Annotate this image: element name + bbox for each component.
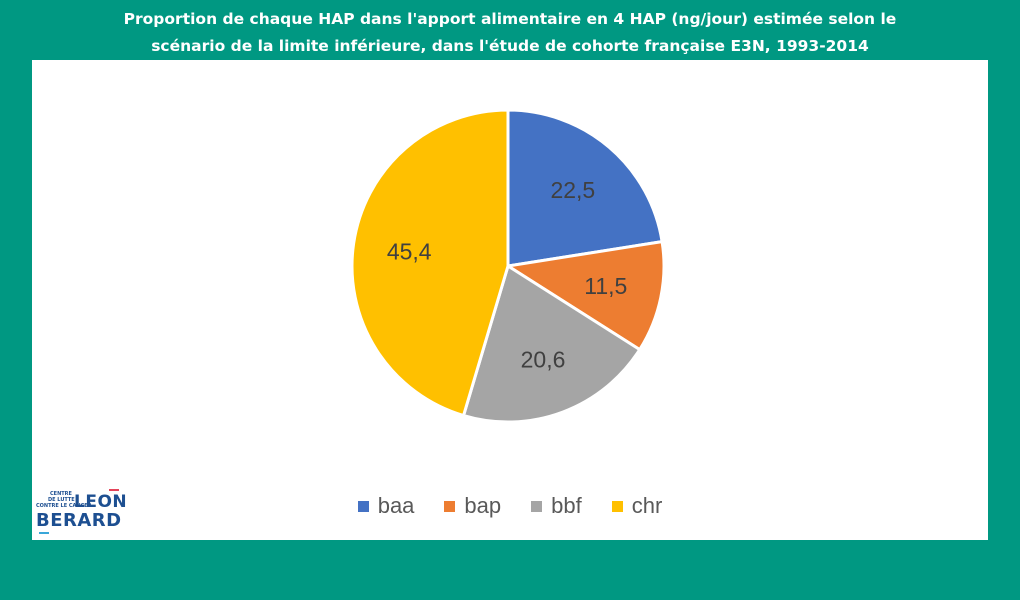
logo-small-line-3: CONTRE LE CANCER: [36, 503, 92, 509]
pie-chart: 22,5 11,5 20,6 45,4: [350, 108, 666, 424]
legend-swatch-bbf: [531, 500, 543, 512]
legend-item-baa: baa: [357, 493, 415, 519]
slice-label-chr: 45,4: [387, 239, 432, 265]
logo-small-line-1: CENTRE: [50, 491, 72, 497]
slice-label-bbf: 20,6: [521, 347, 566, 373]
legend-swatch-bap: [444, 500, 456, 512]
legend-label-baa: baa: [377, 493, 415, 518]
title-line-2: scénario de la limite inférieure, dans l…: [151, 37, 869, 55]
logo-name-top: LEON: [74, 492, 128, 512]
pie-slice-bap: [506, 240, 666, 352]
logo-accent-red: [109, 489, 119, 491]
pie-slice-chr: [350, 108, 510, 418]
legend: baa bap bbf chr: [32, 493, 988, 519]
legend-label-chr: chr: [631, 493, 663, 518]
logo-small-line-2: DE LUTTE: [48, 497, 75, 503]
pie-labels: 22,5 11,5 20,6 45,4: [387, 177, 627, 372]
legend-label-bap: bap: [464, 493, 502, 518]
title-line-1: Proportion de chaque HAP dans l'apport a…: [123, 10, 897, 28]
legend-label-bbf: bbf: [551, 493, 582, 518]
leon-berard-logo: CENTRE DE LUTTE CONTRE LE CANCER LEON BE…: [36, 488, 136, 540]
legend-swatch-chr: [611, 500, 623, 512]
pie-slice-bbf: [462, 264, 642, 424]
slice-label-bap: 11,5: [584, 273, 627, 299]
pie-slices: [350, 108, 666, 424]
pie-slice-baa: [506, 108, 664, 268]
chart-panel: 22,5 11,5 20,6 45,4 baa bap bbf chr CENTRE …: [32, 60, 988, 540]
legend-item-bap: bap: [444, 493, 501, 519]
chart-title: Proportion de chaque HAP dans l'apport a…: [0, 6, 1020, 60]
slice-label-baa: 22,5: [550, 177, 595, 203]
logo-name-bottom: BERARD: [36, 510, 122, 531]
logo-accent-blue: [39, 532, 49, 534]
legend-item-bbf: bbf: [531, 493, 582, 519]
legend-swatch-baa: [357, 500, 369, 512]
legend-item-chr: chr: [611, 493, 663, 519]
